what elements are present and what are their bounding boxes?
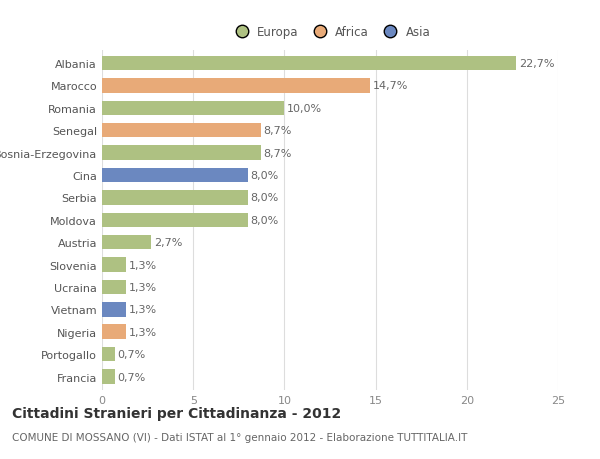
Text: 8,7%: 8,7% <box>263 126 292 136</box>
Bar <box>102 280 126 295</box>
Bar <box>102 123 260 138</box>
Bar <box>102 56 516 71</box>
Text: 8,0%: 8,0% <box>251 215 279 225</box>
Text: 2,7%: 2,7% <box>154 238 182 248</box>
Bar <box>102 325 126 339</box>
Bar <box>102 146 260 161</box>
Text: 8,0%: 8,0% <box>251 171 279 181</box>
Text: 8,0%: 8,0% <box>251 193 279 203</box>
Bar <box>102 101 284 116</box>
Text: 1,3%: 1,3% <box>128 327 157 337</box>
Bar <box>102 213 248 228</box>
Text: 10,0%: 10,0% <box>287 104 322 113</box>
Bar <box>102 302 126 317</box>
Bar <box>102 235 151 250</box>
Text: 8,7%: 8,7% <box>263 148 292 158</box>
Text: COMUNE DI MOSSANO (VI) - Dati ISTAT al 1° gennaio 2012 - Elaborazione TUTTITALIA: COMUNE DI MOSSANO (VI) - Dati ISTAT al 1… <box>12 432 467 442</box>
Text: 1,3%: 1,3% <box>128 260 157 270</box>
Text: 0,7%: 0,7% <box>118 349 146 359</box>
Text: 22,7%: 22,7% <box>519 59 554 69</box>
Text: Cittadini Stranieri per Cittadinanza - 2012: Cittadini Stranieri per Cittadinanza - 2… <box>12 406 341 420</box>
Bar <box>102 369 115 384</box>
Bar <box>102 190 248 205</box>
Text: 1,3%: 1,3% <box>128 282 157 292</box>
Text: 1,3%: 1,3% <box>128 305 157 315</box>
Bar <box>102 347 115 362</box>
Text: 0,7%: 0,7% <box>118 372 146 382</box>
Text: 14,7%: 14,7% <box>373 81 408 91</box>
Bar <box>102 168 248 183</box>
Bar <box>102 79 370 94</box>
Bar <box>102 258 126 272</box>
Legend: Europa, Africa, Asia: Europa, Africa, Asia <box>227 23 433 41</box>
